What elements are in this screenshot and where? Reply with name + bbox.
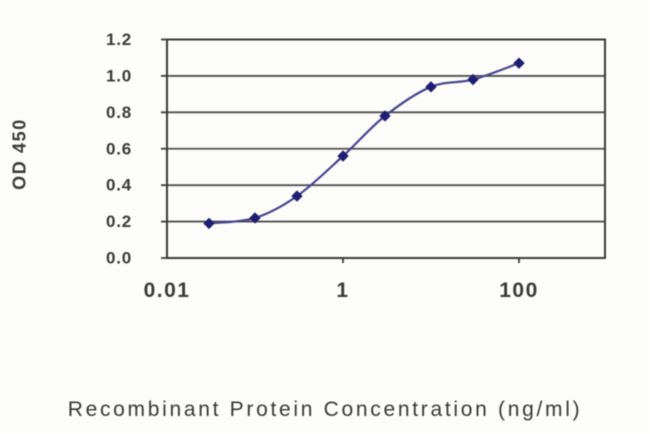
y-tick-label: 0.4: [106, 176, 132, 195]
x-tick-label: 0.01: [144, 279, 191, 302]
x-axis-title: Recombinant Protein Concentration (ng/ml…: [67, 398, 583, 421]
y-tick-label: 1.0: [106, 66, 132, 85]
y-tick-label: 0.2: [106, 212, 132, 231]
data-point-marker: [513, 57, 525, 69]
data-point-marker: [425, 81, 437, 93]
data-point-marker: [203, 217, 215, 230]
y-tick-label: 0.8: [106, 103, 132, 122]
data-point-marker: [337, 150, 349, 162]
data-point-marker: [291, 190, 303, 202]
data-point-marker: [467, 73, 479, 86]
y-tick-label: 0.6: [106, 139, 132, 158]
x-tick-label: 1: [336, 279, 349, 302]
data-series-line: [208, 62, 520, 225]
y-tick-label: 1.2: [106, 30, 132, 49]
y-tick-label: 0.0: [106, 249, 132, 268]
data-point-marker: [379, 110, 391, 122]
y-axis-title: OD 450: [9, 118, 30, 190]
data-point-marker: [249, 212, 261, 224]
x-tick-label: 100: [499, 279, 539, 302]
